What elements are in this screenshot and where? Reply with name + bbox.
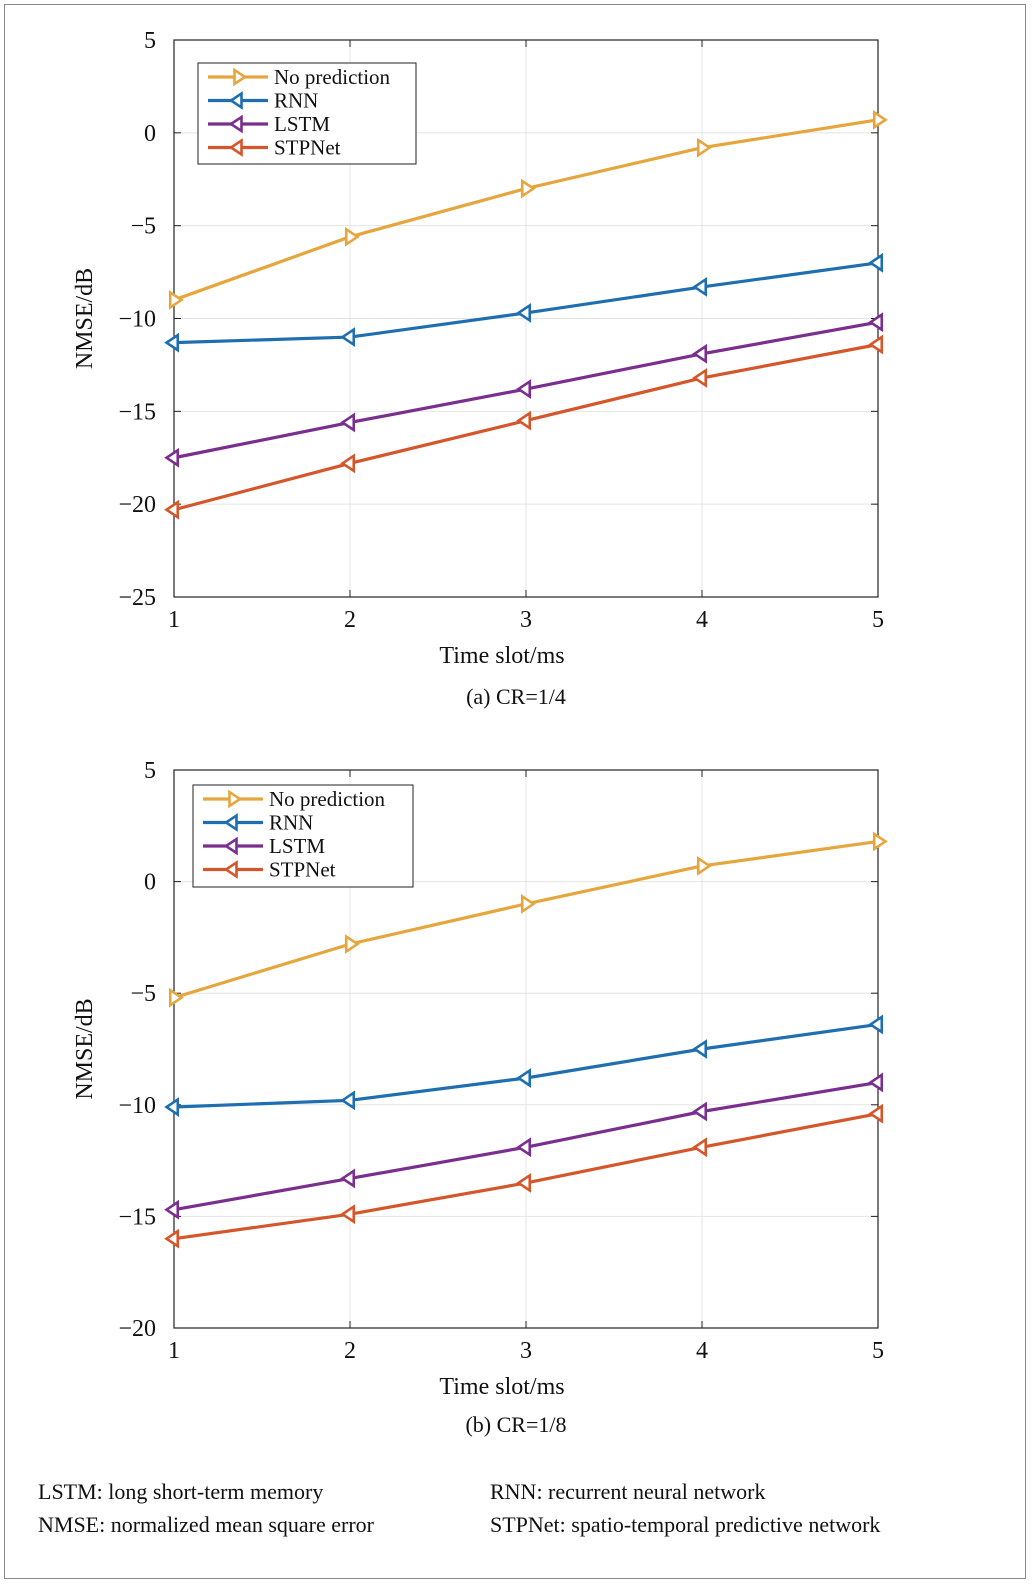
data-point-rnn — [868, 1014, 884, 1035]
data-point-stpnet — [340, 453, 356, 474]
data-point-rnn — [164, 1097, 180, 1117]
data-point-no-prediction — [872, 831, 888, 852]
x-tick-label: 5 — [872, 1338, 884, 1364]
data-point-no-prediction — [520, 893, 536, 914]
data-point-rnn — [516, 1068, 532, 1088]
legend-marker — [223, 860, 238, 879]
data-point-stpnet — [516, 1172, 532, 1193]
y-tick-label: −5 — [130, 214, 156, 240]
x-tick-label: 2 — [344, 607, 356, 633]
y-tick-label: −20 — [118, 1316, 156, 1342]
legend-marker — [223, 813, 238, 832]
legend-label: RNN — [269, 811, 313, 835]
data-point-lstm — [340, 1168, 356, 1189]
data-point-no-prediction — [168, 987, 184, 1008]
data-point-stpnet — [692, 367, 708, 388]
data-point-no-prediction — [344, 226, 360, 247]
x-tick-label: 1 — [168, 607, 180, 633]
data-point-no-prediction — [872, 109, 888, 130]
footnote-rnn: RNN: recurrent neural network — [490, 1479, 766, 1504]
data-point-lstm — [164, 1199, 180, 1220]
data-point-no-prediction — [168, 290, 184, 310]
legend-label: LSTM — [269, 834, 325, 858]
data-point-rnn — [340, 327, 356, 347]
x-axis-label: Time slot/ms — [439, 643, 564, 669]
legend-label: STPNet — [274, 136, 341, 160]
y-tick-label: −10 — [118, 307, 156, 333]
data-point-lstm — [692, 343, 708, 364]
data-point-stpnet — [340, 1204, 356, 1225]
data-point-lstm — [692, 1101, 708, 1122]
data-point-rnn — [692, 1039, 708, 1059]
data-point-stpnet — [516, 410, 532, 431]
y-tick-label: 0 — [144, 121, 156, 147]
x-tick-label: 4 — [696, 1338, 708, 1364]
data-point-stpnet — [164, 499, 180, 520]
chart-cr-1-4: 1 2 3 4 5 5 0 −5 −10 −15 −20 −25 Time slot/ms NMSE/dB… — [72, 28, 888, 669]
y-tick-label: 0 — [144, 870, 156, 896]
y-tick-label: 5 — [144, 28, 156, 54]
x-tick-label: 2 — [344, 1338, 356, 1364]
data-point-stpnet — [164, 1228, 180, 1249]
data-point-lstm — [868, 312, 884, 333]
y-tick-label: −20 — [118, 492, 156, 518]
x-tick-label: 5 — [872, 607, 884, 633]
legend-label: LSTM — [274, 112, 330, 136]
data-point-no-prediction — [696, 856, 712, 876]
footnote-stpnet: STPNet: spatio-temporal predictive netwo… — [490, 1512, 881, 1537]
caption-b: (b) CR=1/8 — [465, 1412, 567, 1437]
data-point-no-prediction — [696, 137, 712, 158]
data-point-stpnet — [692, 1137, 708, 1158]
x-axis-label: Time slot/ms — [439, 1374, 564, 1400]
y-tick-label: −5 — [130, 981, 156, 1007]
data-point-no-prediction — [520, 178, 536, 199]
chart-cr-1-8: 1 2 3 4 5 5 0 −5 −10 −15 −20 Time slot/ms NMSE/dB No … — [72, 758, 888, 1400]
data-point-lstm — [340, 412, 356, 433]
data-point-lstm — [164, 447, 180, 468]
legend-label: RNN — [274, 89, 318, 113]
data-point-rnn — [692, 277, 708, 297]
y-tick-label: −10 — [118, 1093, 156, 1119]
y-tick-label: −15 — [118, 1204, 156, 1230]
x-tick-label: 4 — [696, 607, 708, 633]
y-axis-label: NMSE/dB — [72, 268, 98, 369]
data-point-rnn — [340, 1090, 356, 1111]
y-tick-label: −15 — [118, 399, 156, 425]
x-tick-label: 3 — [520, 1338, 532, 1364]
legend-label: No prediction — [269, 787, 386, 811]
legend-label: STPNet — [269, 858, 336, 882]
x-tick-label: 3 — [520, 607, 532, 633]
data-point-rnn — [164, 332, 180, 353]
legend-marker — [223, 836, 238, 856]
data-point-rnn — [516, 303, 532, 323]
footnote-nmse: NMSE: normalized mean square error — [38, 1512, 374, 1537]
data-point-lstm — [868, 1072, 884, 1093]
y-axis-label: NMSE/dB — [72, 998, 98, 1099]
data-point-stpnet — [868, 1103, 884, 1124]
footnote-lstm: LSTM: long short-term memory — [38, 1479, 324, 1504]
legend-marker — [233, 67, 248, 87]
data-point-stpnet — [868, 334, 884, 355]
y-tick-label: −25 — [118, 585, 156, 611]
y-tick-label: 5 — [144, 758, 156, 784]
legend-marker — [228, 91, 243, 110]
data-point-lstm — [516, 379, 532, 399]
x-tick-label: 1 — [168, 1338, 180, 1364]
legend-marker — [228, 138, 243, 157]
caption-a: (a) CR=1/4 — [466, 684, 566, 709]
legend-marker — [228, 114, 243, 134]
data-point-lstm — [516, 1137, 532, 1158]
legend-marker — [228, 789, 243, 809]
data-point-no-prediction — [344, 934, 360, 955]
data-point-rnn — [868, 252, 884, 273]
legend-label: No prediction — [274, 65, 391, 89]
